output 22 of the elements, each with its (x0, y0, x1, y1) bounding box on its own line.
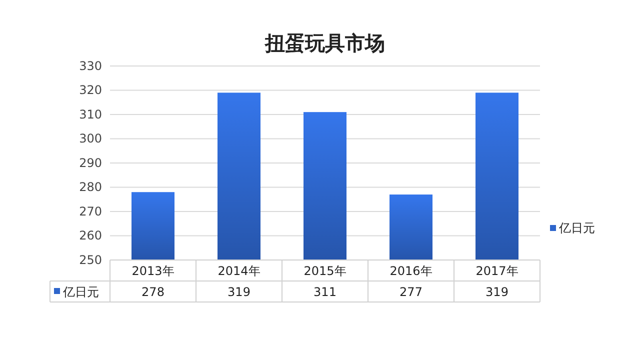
y-tick-label: 330 (79, 58, 102, 73)
data-label: 319 (486, 285, 508, 299)
data-label: 319 (228, 285, 250, 299)
data-label: 311 (314, 285, 336, 299)
data-label: 278 (142, 285, 164, 299)
x-tick-label: 2014年 (218, 264, 260, 278)
text: 亿日元 (63, 285, 99, 299)
y-tick-label: 300 (79, 132, 102, 146)
legend-label: 亿日元 (558, 221, 595, 235)
chart-title: 扭蛋玩具市场 (264, 31, 385, 55)
y-tick-label: 280 (79, 180, 102, 194)
data-label: 277 (400, 285, 422, 299)
x-tick-label: 2015年 (304, 264, 346, 278)
y-tick-label: 270 (79, 204, 102, 218)
y-tick-label: 310 (79, 107, 102, 122)
x-tick-label: 2013年 (132, 264, 174, 278)
y-tick-label: 260 (79, 228, 102, 243)
y-tick-label: 320 (79, 83, 102, 98)
y-tick-label: 290 (79, 156, 102, 170)
x-tick-label: 2016年 (390, 264, 432, 278)
y-tick-label: 250 (79, 252, 102, 267)
x-tick-label: 2017年 (476, 264, 518, 278)
